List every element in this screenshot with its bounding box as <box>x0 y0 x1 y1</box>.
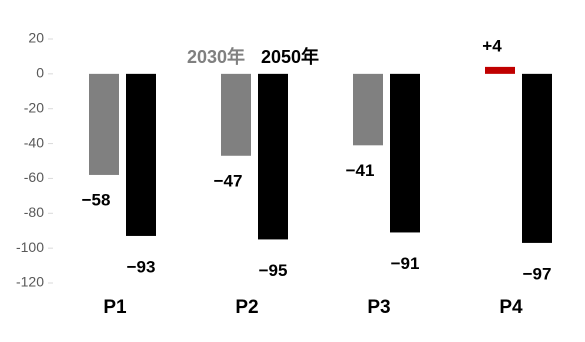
y-tick-label: 20 <box>28 30 44 46</box>
x-tick-label: P2 <box>235 297 258 318</box>
x-tick-label: P4 <box>499 297 523 318</box>
bar <box>353 73 383 146</box>
legend-entry: 2050年 <box>261 46 319 67</box>
y-tick-label: -60 <box>24 169 44 185</box>
bar <box>485 66 515 74</box>
y-tick-label: 0 <box>36 65 44 81</box>
value-label: −91 <box>391 254 420 273</box>
x-tick-label: P3 <box>367 297 390 318</box>
bar <box>258 73 288 240</box>
x-tick-label: P1 <box>103 297 127 318</box>
y-tick-label: -100 <box>16 239 44 255</box>
bar <box>390 73 420 233</box>
bar <box>221 73 251 156</box>
bar <box>89 73 119 175</box>
value-label: −47 <box>214 171 243 190</box>
y-tick-label: -80 <box>24 204 44 220</box>
value-label: −58 <box>82 190 111 209</box>
value-label: −97 <box>523 264 552 283</box>
bar <box>126 73 156 236</box>
legend-entry: 2030年 <box>187 46 245 67</box>
value-label: +4 <box>482 36 502 55</box>
value-label: −93 <box>127 257 156 276</box>
value-label: −95 <box>259 261 288 280</box>
y-tick-label: -40 <box>24 134 44 150</box>
y-tick-label: -20 <box>24 99 44 115</box>
y-tick-label: -120 <box>16 274 44 290</box>
value-label: −41 <box>346 161 375 180</box>
bar <box>522 73 552 243</box>
